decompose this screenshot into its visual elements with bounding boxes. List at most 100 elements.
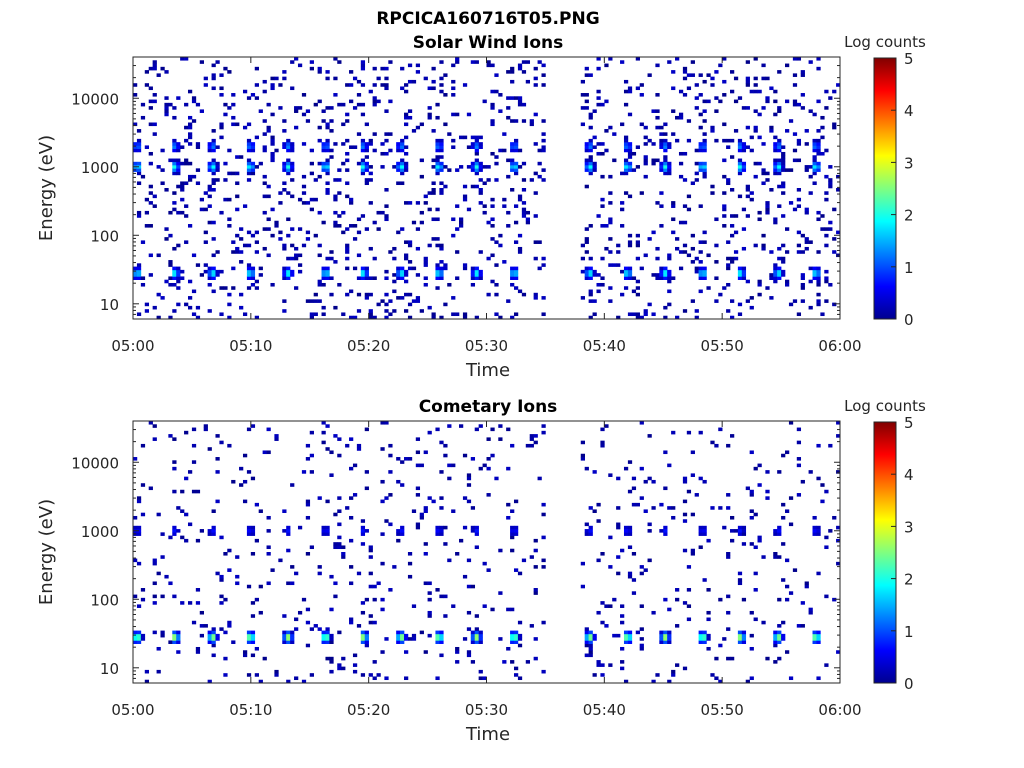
spectrogram-cell <box>686 194 692 199</box>
spectrogram-cell <box>258 266 263 271</box>
spectrogram-cell <box>282 188 287 192</box>
spectrogram-cell <box>686 430 692 435</box>
spectrogram-cell <box>231 171 236 176</box>
spectrogram-cell <box>513 161 519 166</box>
spectrogram-cell <box>655 256 660 261</box>
spectrogram-cell <box>133 148 138 153</box>
spectrogram-cell <box>187 161 193 166</box>
spectrogram-cell <box>364 269 369 274</box>
spectrogram-cell <box>184 161 189 166</box>
spectrogram-cell <box>682 476 688 481</box>
spectrogram-cell <box>718 679 723 684</box>
spectrogram-cell <box>502 132 507 136</box>
spectrogram-cell <box>513 529 519 533</box>
spectrogram-cell <box>136 214 142 218</box>
spectrogram-cell <box>148 151 153 156</box>
spectrogram-cell <box>600 174 605 179</box>
spectrogram-cell <box>388 453 393 458</box>
spectrogram-cell <box>176 279 181 284</box>
spectrogram-cell <box>510 79 515 84</box>
spectrogram-cell <box>749 515 754 520</box>
spectrogram-cell <box>828 96 833 100</box>
spectrogram-cell <box>478 168 483 172</box>
spectrogram-cell <box>663 637 668 641</box>
spectrogram-cell <box>164 70 169 74</box>
spectrogram-cell <box>180 145 185 149</box>
spectrogram-cell <box>333 594 338 599</box>
spectrogram-cell <box>187 174 193 179</box>
spectrogram-cell <box>368 309 373 313</box>
spectrogram-cell <box>525 210 531 215</box>
spectrogram-cell <box>580 106 585 110</box>
spectrogram-cell <box>816 302 821 307</box>
spectrogram-cell <box>730 315 735 320</box>
spectrogram-cell <box>698 73 703 77</box>
spectrogram-cell <box>667 142 672 146</box>
spectrogram-cell <box>337 102 342 107</box>
spectrogram-cell <box>533 214 538 218</box>
spectrogram-cell <box>337 630 342 635</box>
spectrogram-cell <box>341 312 346 317</box>
spectrogram-cell <box>517 246 523 251</box>
spectrogram-cell <box>600 197 605 202</box>
spectrogram-cell <box>396 640 401 644</box>
colorbar-tick-label: 3 <box>904 154 914 172</box>
spectrogram-cell <box>470 529 476 533</box>
spectrogram-cell <box>136 171 142 176</box>
spectrogram-cell <box>792 148 798 153</box>
spectrogram-cell <box>675 246 680 251</box>
spectrogram-cell <box>816 217 821 222</box>
spectrogram-cell <box>223 102 228 107</box>
spectrogram-cell <box>800 299 805 303</box>
spectrogram-cell <box>148 191 153 195</box>
spectrogram-cell <box>474 427 479 432</box>
spectrogram-cell <box>380 532 385 536</box>
spectrogram-cell <box>588 165 593 169</box>
spectrogram-cell <box>596 66 601 71</box>
spectrogram-cell <box>184 538 189 543</box>
spectrogram-cell <box>407 243 413 248</box>
spectrogram-cell <box>792 83 798 87</box>
spectrogram-cell <box>423 450 428 455</box>
spectrogram-cell <box>796 457 802 461</box>
spectrogram-cell <box>486 493 491 497</box>
spectrogram-cell <box>620 604 625 608</box>
spectrogram-cell <box>180 276 185 280</box>
spectrogram-cell <box>816 66 821 71</box>
spectrogram-cell <box>580 584 585 589</box>
spectrogram-cell <box>195 102 201 107</box>
spectrogram-cell <box>152 60 157 64</box>
spectrogram-cell <box>726 594 731 599</box>
spectrogram-cell <box>655 273 660 277</box>
spectrogram-cell <box>380 210 385 215</box>
spectrogram-cell <box>325 637 330 641</box>
spectrogram-cell <box>352 669 358 674</box>
spectrogram-cell <box>270 83 275 87</box>
spectrogram-cell <box>187 470 193 474</box>
spectrogram-cell <box>694 493 699 497</box>
spectrogram-cell <box>136 161 142 166</box>
spectrogram-cell <box>513 96 519 100</box>
spectrogram-cell <box>592 145 597 149</box>
spectrogram-cell <box>529 555 534 559</box>
spectrogram-cell <box>663 148 668 153</box>
spectrogram-cell <box>584 627 589 631</box>
spectrogram-cell <box>667 279 672 284</box>
spectrogram-cell <box>678 266 684 271</box>
spectrogram-cell <box>246 525 252 530</box>
spectrogram-cell <box>286 273 291 277</box>
spectrogram-cell <box>631 276 637 280</box>
spectrogram-cell <box>600 620 605 625</box>
spectrogram-cell <box>431 129 436 133</box>
spectrogram-cell <box>792 73 798 77</box>
spectrogram-cell <box>305 230 311 235</box>
spectrogram-cell <box>804 581 809 586</box>
spectrogram-cell <box>400 181 405 186</box>
spectrogram-cell <box>588 630 593 635</box>
spectrogram-cell <box>325 525 330 530</box>
spectrogram-cell <box>364 640 369 644</box>
spectrogram-cell <box>722 174 727 179</box>
spectrogram-cell <box>168 276 173 280</box>
spectrogram-cell <box>207 640 212 644</box>
spectrogram-cell <box>388 443 393 448</box>
